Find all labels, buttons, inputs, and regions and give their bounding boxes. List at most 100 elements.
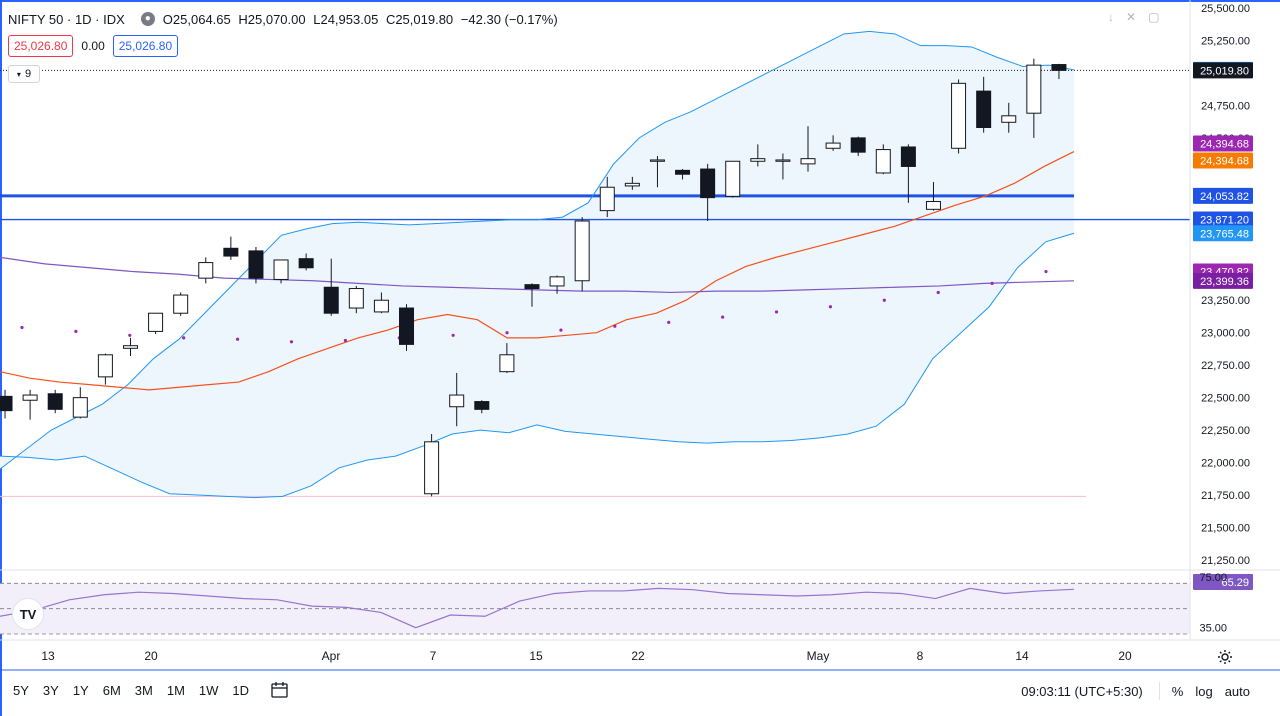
candle[interactable] bbox=[725, 160, 741, 197]
candle[interactable] bbox=[449, 394, 465, 408]
range-buttons: 5Y 3Y 1Y 6M 3M 1M 1W 1D bbox=[0, 683, 256, 698]
candle[interactable] bbox=[1026, 64, 1042, 114]
sell-button[interactable]: 25,026.80 bbox=[8, 35, 74, 57]
candle[interactable] bbox=[248, 250, 264, 279]
trade-badges: 25,026.80 0.00 25,026.80 bbox=[8, 35, 179, 57]
candle[interactable] bbox=[348, 288, 364, 309]
candle[interactable] bbox=[649, 159, 665, 162]
candle[interactable] bbox=[173, 294, 189, 314]
sar-dot bbox=[882, 298, 886, 302]
candle[interactable] bbox=[850, 137, 866, 153]
candle[interactable] bbox=[976, 90, 992, 128]
candle[interactable] bbox=[323, 286, 339, 314]
price-tick-label: 22,750.00 bbox=[1201, 360, 1250, 372]
candle[interactable] bbox=[925, 201, 941, 210]
candle[interactable] bbox=[273, 259, 289, 280]
candle[interactable] bbox=[900, 146, 916, 167]
candle[interactable] bbox=[499, 354, 515, 373]
candle[interactable] bbox=[198, 262, 214, 279]
sar-dot bbox=[559, 328, 563, 332]
candle[interactable] bbox=[800, 158, 816, 165]
range-3m[interactable]: 3M bbox=[134, 682, 153, 698]
candle[interactable] bbox=[1001, 115, 1017, 123]
candle[interactable] bbox=[750, 158, 766, 162]
candle[interactable] bbox=[399, 307, 415, 345]
range-1m[interactable]: 1M bbox=[166, 682, 185, 698]
buy-button[interactable]: 25,026.80 bbox=[112, 35, 179, 57]
candle[interactable] bbox=[574, 220, 590, 282]
range-1y[interactable]: 1Y bbox=[72, 682, 89, 698]
maximize-icon[interactable]: ▢ bbox=[1148, 10, 1160, 24]
candle[interactable] bbox=[549, 276, 565, 287]
candle[interactable] bbox=[624, 182, 640, 187]
candle[interactable] bbox=[47, 393, 63, 410]
high-value: H25,070.00 bbox=[238, 11, 306, 27]
auto-toggle[interactable]: auto bbox=[1224, 683, 1250, 699]
candle[interactable] bbox=[1051, 64, 1067, 71]
range-1d[interactable]: 1D bbox=[232, 682, 250, 698]
price-label: 24,394.68 bbox=[1200, 139, 1249, 151]
price-tick-label: 22,000.00 bbox=[1201, 458, 1250, 470]
sar-dot bbox=[721, 315, 725, 319]
candle[interactable] bbox=[72, 397, 88, 418]
candle[interactable] bbox=[97, 354, 113, 378]
range-5y[interactable]: 5Y bbox=[13, 682, 29, 698]
ema-line[interactable] bbox=[0, 151, 1075, 391]
price-tick-label: 25,500.00 bbox=[1201, 3, 1250, 15]
gear-icon[interactable] bbox=[1216, 648, 1234, 666]
price-tick-label: 23,250.00 bbox=[1201, 295, 1250, 307]
bollinger-upper-line[interactable] bbox=[0, 30, 1075, 470]
range-6m[interactable]: 6M bbox=[102, 682, 121, 698]
rsi-line[interactable] bbox=[0, 587, 1075, 629]
candle[interactable] bbox=[700, 168, 716, 199]
price-tick-label: 21,500.00 bbox=[1201, 523, 1250, 535]
candle[interactable] bbox=[223, 247, 239, 257]
candle[interactable] bbox=[122, 345, 138, 349]
sar-dot bbox=[828, 305, 833, 309]
candle[interactable] bbox=[599, 186, 615, 212]
close-icon[interactable]: ✕ bbox=[1126, 10, 1137, 24]
sar-dot bbox=[505, 331, 509, 335]
symbol-title[interactable]: NIFTY 50 · 1D · IDX bbox=[8, 11, 125, 27]
rsi-tick-label: 75.00 bbox=[1199, 572, 1227, 584]
log-toggle[interactable]: log bbox=[1195, 683, 1213, 699]
sar-dot bbox=[1044, 269, 1048, 274]
candle[interactable] bbox=[474, 401, 490, 410]
range-3y[interactable]: 3Y bbox=[42, 682, 59, 698]
candle[interactable] bbox=[825, 142, 841, 149]
candle[interactable] bbox=[373, 299, 389, 313]
sar-dot bbox=[936, 290, 940, 295]
sar-dot bbox=[613, 324, 617, 328]
candle[interactable] bbox=[298, 258, 314, 269]
arrow-down-icon[interactable]: ↓ bbox=[1108, 10, 1114, 24]
pane-controls: ↓ ✕ ▢ bbox=[1108, 10, 1159, 24]
candle[interactable] bbox=[875, 149, 891, 174]
sar-dot bbox=[182, 336, 186, 340]
eye-icon[interactable]: ● bbox=[140, 12, 155, 26]
candle[interactable] bbox=[951, 82, 967, 149]
bottom-toolbar: 5Y 3Y 1Y 6M 3M 1M 1W 1D 09:03:11 (UTC+5:30) % l… bbox=[0, 676, 1280, 704]
candle[interactable] bbox=[675, 169, 691, 175]
time-tick-label: 8 bbox=[917, 649, 924, 663]
slow-ma-line[interactable] bbox=[0, 256, 1075, 294]
range-1w[interactable]: 1W bbox=[198, 682, 219, 698]
price-tick-label: 22,250.00 bbox=[1201, 425, 1250, 437]
clock-readout[interactable]: 09:03:11 (UTC+5:30) bbox=[1021, 683, 1143, 699]
candle[interactable] bbox=[775, 159, 791, 162]
candle[interactable] bbox=[22, 394, 38, 401]
candle[interactable] bbox=[0, 395, 13, 412]
tradingview-logo[interactable]: TV bbox=[12, 598, 44, 630]
sar-dot bbox=[451, 333, 455, 337]
candle[interactable] bbox=[524, 284, 540, 290]
indicators-toggle[interactable]: ▾ 9 bbox=[8, 65, 40, 83]
time-tick-label: 22 bbox=[631, 649, 645, 663]
percent-toggle[interactable]: % bbox=[1171, 683, 1184, 699]
bollinger-lower-line[interactable] bbox=[0, 232, 1075, 499]
ohlc-values: O25,064.65 H25,070.00 L24,953.05 C25,019… bbox=[163, 12, 562, 27]
price-label-box bbox=[1193, 211, 1253, 228]
sar-dot bbox=[990, 281, 994, 285]
calendar-icon[interactable] bbox=[270, 681, 290, 699]
candle[interactable] bbox=[424, 441, 440, 495]
candle[interactable] bbox=[148, 312, 164, 332]
